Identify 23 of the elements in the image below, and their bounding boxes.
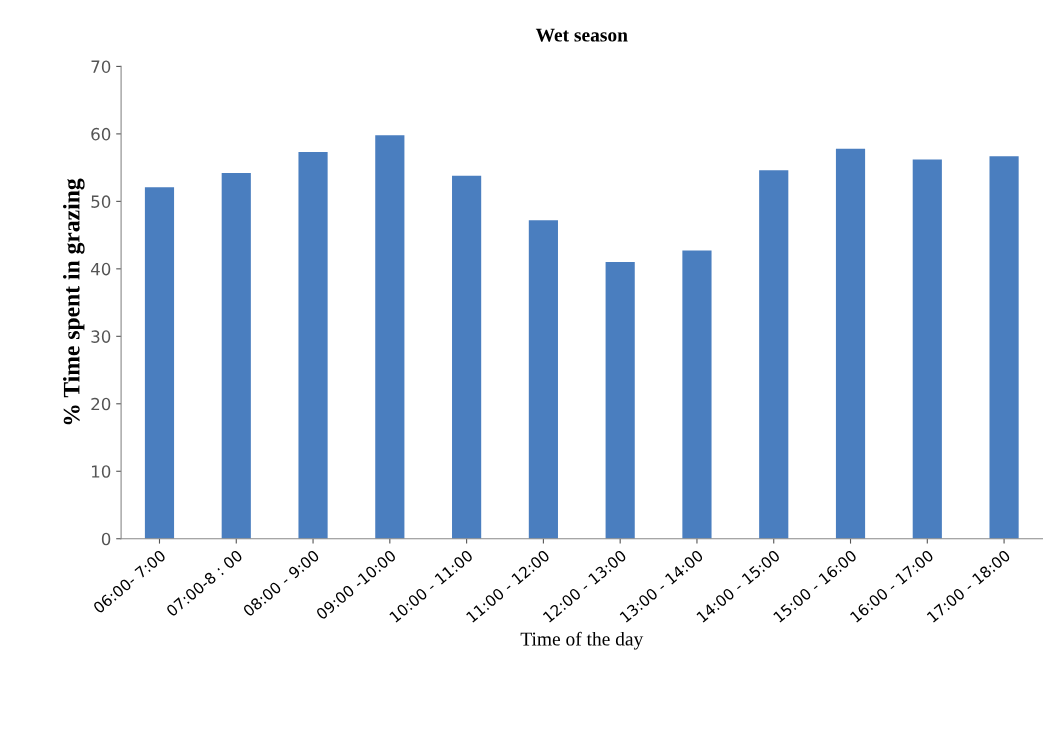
chart-title: Wet season bbox=[535, 28, 628, 42]
y-tick-label: 70 bbox=[91, 60, 111, 73]
bar bbox=[605, 262, 635, 539]
bar bbox=[528, 220, 558, 539]
bar bbox=[375, 135, 405, 539]
y-tick-label: 40 bbox=[90, 262, 111, 276]
bar bbox=[144, 187, 175, 539]
bar bbox=[221, 173, 251, 539]
bar bbox=[759, 170, 789, 539]
y-tick-label: 50 bbox=[91, 195, 111, 208]
y-tick-label: 60 bbox=[91, 127, 111, 141]
bar bbox=[912, 159, 942, 539]
y-tick-label: 10 bbox=[92, 465, 111, 478]
y-axis-title: % Time spent in grazing bbox=[63, 178, 85, 425]
bar bbox=[682, 250, 712, 539]
y-tick-label: 20 bbox=[91, 397, 111, 411]
bar bbox=[452, 175, 482, 539]
bar bbox=[835, 148, 866, 539]
y-tick-label: 30 bbox=[91, 330, 111, 343]
bar bbox=[989, 156, 1019, 539]
x-axis-title: Time of the day bbox=[520, 631, 644, 650]
bar bbox=[298, 152, 328, 539]
y-tick-label: 0 bbox=[101, 532, 111, 546]
